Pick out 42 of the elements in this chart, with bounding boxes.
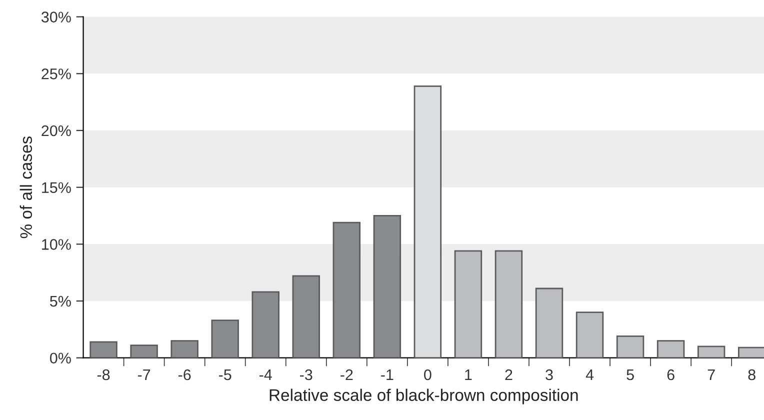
- bar: [373, 215, 402, 358]
- y-tick-label: 25%: [42, 68, 71, 80]
- x-tick-label: -8: [97, 369, 110, 380]
- x-tick-label: -1: [381, 370, 394, 380]
- bar: [170, 340, 198, 358]
- x-tick-label: 3: [546, 369, 553, 380]
- x-tick-label: -5: [218, 370, 232, 380]
- bar: [332, 222, 361, 358]
- x-tick-label: 5: [626, 370, 634, 380]
- x-tick-label: 7: [708, 370, 715, 380]
- y-tick-label: 15%: [42, 182, 71, 194]
- x-tick-label: 8: [748, 369, 756, 380]
- bar: [616, 336, 644, 358]
- y-axis-title: % of all cases: [20, 136, 32, 238]
- y-tick-label: 10%: [42, 239, 71, 250]
- bar: [454, 250, 482, 358]
- bar: [697, 346, 726, 358]
- x-tick-label: 2: [505, 369, 512, 380]
- bar: [414, 85, 442, 358]
- x-tick-label: -3: [300, 369, 312, 380]
- bar: [90, 341, 118, 358]
- y-tick-label: 5%: [50, 296, 71, 307]
- bar: [292, 275, 320, 358]
- x-tick-label: 6: [667, 369, 674, 380]
- x-tick-label: -2: [340, 369, 353, 380]
- bar: [252, 291, 280, 358]
- bar: [211, 320, 239, 358]
- x-tick-label: -4: [260, 370, 272, 380]
- bar: [576, 312, 604, 358]
- bar: [494, 250, 523, 358]
- x-tick-label: -7: [138, 370, 150, 380]
- y-tick-label: 30%: [41, 12, 71, 22]
- x-tick-label: 1: [465, 370, 472, 380]
- bar: [130, 344, 158, 358]
- bar: [535, 288, 564, 358]
- y-tick-label: 20%: [42, 125, 71, 136]
- x-tick-label: -6: [178, 369, 191, 380]
- x-axis-title: Relative scale of black-brown composition: [270, 388, 578, 404]
- x-tick-label: 4: [586, 370, 594, 380]
- bar: [656, 340, 685, 358]
- y-tick-label: 0%: [50, 352, 71, 364]
- x-tick-label: 0: [424, 369, 432, 380]
